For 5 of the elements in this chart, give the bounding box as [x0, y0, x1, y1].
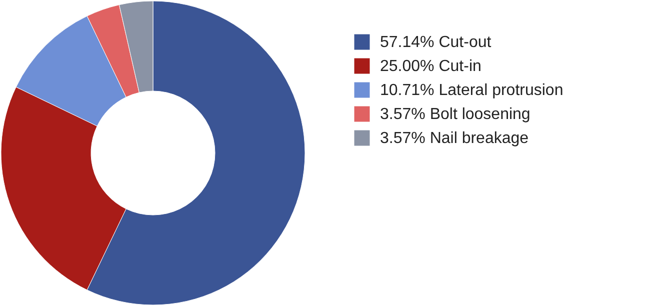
legend-label: 3.57% Nail breakage — [380, 130, 529, 147]
legend-label: 57.14% Cut-out — [380, 34, 492, 51]
legend-label: 25.00% Cut-in — [380, 58, 482, 75]
legend-label: 10.71% Lateral protrusion — [380, 82, 564, 99]
legend-label: 3.57% Bolt loosening — [380, 106, 530, 123]
